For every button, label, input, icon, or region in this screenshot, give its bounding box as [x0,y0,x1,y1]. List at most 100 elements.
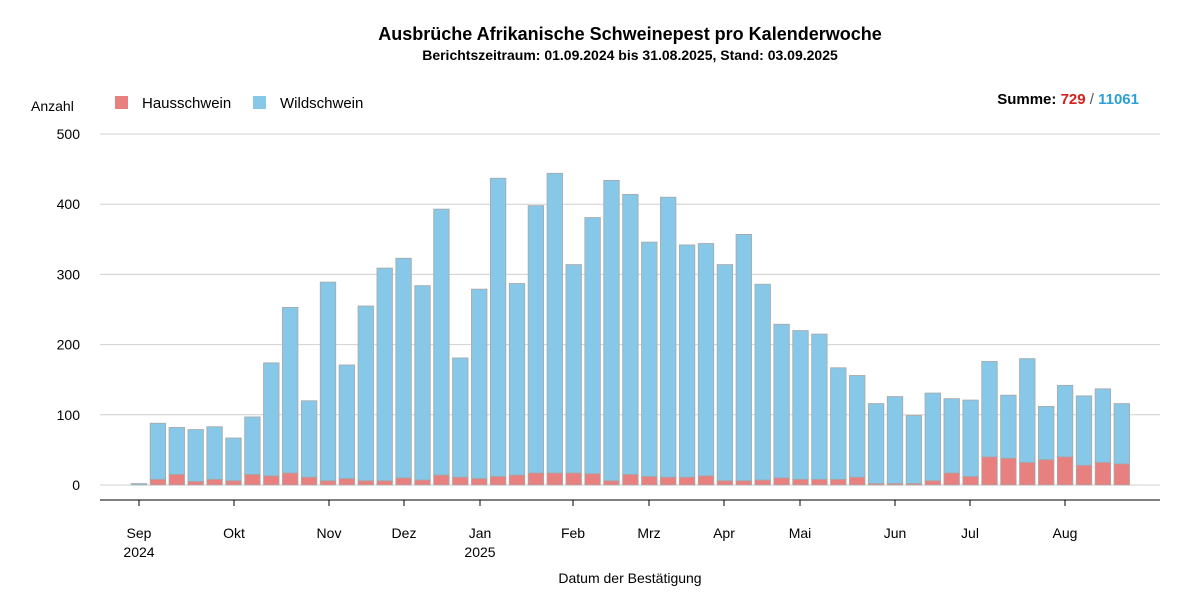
x-tick-label: Mai [789,525,812,541]
bar-hausschwein [452,476,469,486]
bar-hausschwein [206,478,223,486]
x-tick-year: 2024 [123,544,154,560]
bar-wildschwein [981,361,998,458]
bar-wildschwein [1075,395,1093,466]
bar-hausschwein [773,477,790,486]
bar-wildschwein [754,283,771,481]
summary-text: Summe: 729 / 11061 [997,91,1139,108]
bar-hausschwein [1038,459,1055,486]
x-tick-label: Apr [713,525,735,541]
bar-hausschwein [584,473,601,486]
bar-hausschwein [830,478,847,486]
bar-wildschwein [338,364,356,480]
y-tick-label: 200 [57,337,81,353]
summary-label: Summe: [997,91,1056,108]
bar-hausschwein [225,480,242,486]
x-tick-label: Jan [469,525,492,541]
bar-wildschwein [130,483,148,486]
bar-hausschwein [414,479,431,486]
bar-wildschwein [773,323,790,479]
y-axis-title: Anzahl [31,98,74,114]
bar-wildschwein [811,333,828,480]
bar-hausschwein [263,475,280,486]
x-tick-label: Nov [317,525,342,541]
bar-wildschwein [905,415,923,484]
bar-wildschwein [357,305,374,482]
bars [130,172,1130,486]
bar-hausschwein [962,476,979,486]
bar-wildschwein [962,399,979,477]
bar-hausschwein [168,474,185,486]
bar-hausschwein [735,480,752,486]
bar-wildschwein [433,208,450,476]
bar-wildschwein [830,367,847,480]
x-tick-label: Mrz [637,525,660,541]
x-tick-label: Sep [127,525,152,541]
bar-wildschwein [1000,394,1017,459]
x-tick-label: Dez [392,525,417,541]
bar-hausschwein [849,476,866,486]
bar-hausschwein [1113,463,1130,486]
bar-wildschwein [395,257,412,479]
bar-hausschwein [924,480,941,486]
bar-hausschwein [697,475,715,486]
bar-hausschwein [622,474,639,486]
bar-wildschwein [508,283,526,476]
y-tick-label: 100 [57,407,81,423]
bar-wildschwein [735,233,752,482]
bar-wildschwein [187,429,204,482]
bar-hausschwein [811,478,828,486]
y-tick-label: 500 [57,126,81,142]
bar-wildschwein [206,426,223,480]
bar-wildschwein [1113,403,1130,465]
bar-hausschwein [1019,462,1036,486]
bar-wildschwein [678,244,696,478]
y-tick-label: 0 [72,477,80,493]
summary-hausschwein: 729 [1061,91,1086,108]
bar-hausschwein [149,478,167,486]
bar-hausschwein [641,476,658,486]
bar-hausschwein [716,480,734,486]
chart-subtitle: Berichtszeitraum: 01.09.2024 bis 31.08.2… [422,47,838,63]
summary-wildschwein: 11061 [1098,91,1139,108]
bar-hausschwein [1000,457,1017,486]
bar-wildschwein [452,357,469,478]
bar-wildschwein [1094,388,1112,463]
y-tick-label: 400 [57,196,81,212]
bar-wildschwein [1038,405,1055,461]
bar-wildschwein [716,264,734,482]
bar-wildschwein [489,177,507,477]
x-tick-year: 2025 [464,544,495,560]
bar-wildschwein [849,375,866,478]
bar-hausschwein [981,456,998,486]
bar-wildschwein [149,422,167,480]
bar-wildschwein [168,427,185,475]
bar-wildschwein [414,285,431,481]
x-tick-label: Jun [884,525,907,541]
bar-wildschwein [660,196,677,478]
legend-swatch-wildschwein [253,96,266,109]
bar-wildschwein [1019,358,1036,463]
bar-hausschwein [1056,456,1074,486]
bar-wildschwein [300,400,318,478]
bar-wildschwein [924,392,941,482]
bar-hausschwein [244,474,261,486]
x-tick-label: Jul [961,525,979,541]
bar-wildschwein [603,179,620,482]
bar-wildschwein [584,217,601,475]
bar-hausschwein [508,474,526,486]
bar-wildschwein [225,437,242,482]
bar-hausschwein [300,476,318,486]
legend-swatch-hausschwein [115,96,128,109]
bar-wildschwein [546,172,563,474]
bar-hausschwein [527,472,545,486]
bar-hausschwein [886,483,904,486]
bar-hausschwein [565,472,582,486]
bar-wildschwein [263,362,280,477]
bar-hausschwein [282,472,299,486]
x-axis-title: Datum der Bestätigung [558,570,701,586]
bar-hausschwein [660,476,677,486]
bar-wildschwein [244,416,261,475]
bar-wildschwein [1056,384,1074,458]
y-axis-ticks: 0 100 200 300 400 500 [57,126,81,493]
